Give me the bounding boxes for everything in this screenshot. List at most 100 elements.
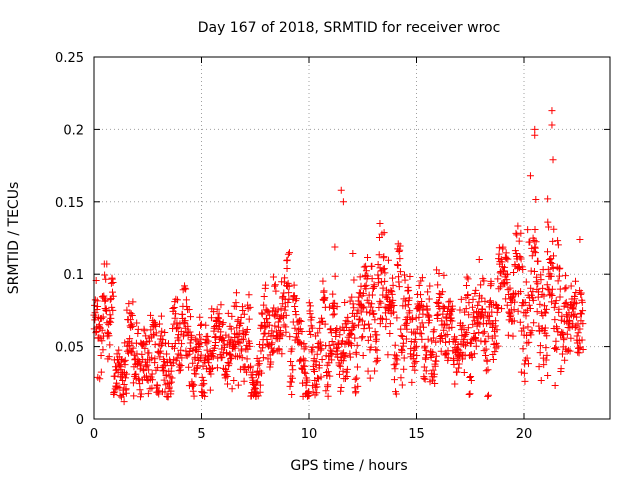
data-point — [393, 356, 401, 364]
data-point — [219, 319, 227, 327]
data-point — [567, 334, 575, 342]
data-point — [303, 376, 311, 384]
data-point — [466, 374, 474, 382]
data-point — [543, 332, 551, 340]
data-point — [533, 273, 541, 281]
data-point — [548, 285, 556, 293]
data-point — [364, 336, 372, 344]
data-point — [467, 372, 475, 380]
data-point — [353, 374, 361, 382]
data-point — [477, 281, 485, 289]
data-point — [213, 305, 221, 313]
data-point — [108, 288, 116, 296]
data-point — [159, 336, 167, 344]
data-point — [268, 341, 276, 349]
data-point — [395, 247, 403, 255]
data-point — [151, 355, 159, 363]
data-point — [291, 302, 299, 310]
data-point — [422, 355, 430, 363]
data-point — [496, 283, 504, 291]
data-point — [326, 372, 334, 380]
data-point — [561, 300, 569, 308]
data-point — [433, 315, 441, 323]
x-tick-labels: 0 5 10 15 20 — [90, 427, 532, 442]
data-point — [228, 385, 236, 393]
data-point — [425, 295, 433, 303]
data-point — [207, 370, 215, 378]
data-point — [161, 329, 169, 337]
data-point — [379, 291, 387, 299]
data-point — [354, 306, 362, 314]
data-point — [544, 248, 552, 256]
data-point — [192, 370, 200, 378]
data-point — [548, 292, 556, 300]
data-point — [352, 350, 360, 358]
data-point — [469, 295, 477, 303]
data-point — [536, 300, 544, 308]
data-point — [409, 351, 417, 359]
data-point — [406, 307, 414, 315]
data-point — [127, 310, 135, 318]
data-point — [451, 380, 459, 388]
data-point — [275, 323, 283, 331]
data-point — [94, 373, 102, 381]
data-point — [197, 320, 205, 328]
data-point — [397, 332, 405, 340]
data-point — [330, 310, 338, 318]
data-point — [460, 336, 468, 344]
data-point — [342, 317, 350, 325]
data-point — [574, 329, 582, 337]
data-point — [359, 289, 367, 297]
data-point — [106, 341, 114, 349]
data-point — [172, 310, 180, 318]
data-point — [468, 303, 476, 311]
data-point — [363, 308, 371, 316]
data-point — [287, 358, 295, 366]
data-point — [277, 330, 285, 338]
data-point — [425, 312, 433, 320]
data-point — [500, 267, 508, 275]
y-tick-label: 0.15 — [55, 196, 84, 211]
data-point — [551, 382, 559, 390]
data-point — [101, 271, 109, 279]
data-point — [133, 350, 141, 358]
data-point — [521, 377, 529, 385]
data-point — [376, 297, 384, 305]
data-point — [525, 338, 533, 346]
data-point — [230, 342, 238, 350]
data-point — [445, 298, 453, 306]
data-point — [380, 253, 388, 261]
data-point — [196, 343, 204, 351]
data-point — [449, 305, 457, 313]
data-point — [484, 392, 492, 400]
data-point — [532, 249, 540, 257]
data-point — [240, 310, 248, 318]
data-point — [572, 299, 580, 307]
data-point — [176, 363, 184, 371]
data-point — [561, 356, 569, 364]
data-point — [400, 271, 408, 279]
data-point — [374, 261, 382, 269]
data-point — [384, 256, 392, 264]
data-point — [347, 329, 355, 337]
data-point — [293, 295, 301, 303]
data-point — [333, 347, 341, 355]
data-point — [123, 370, 131, 378]
data-point — [329, 311, 337, 319]
data-point — [370, 310, 378, 318]
data-point — [146, 385, 154, 393]
data-point — [519, 324, 527, 332]
data-point — [317, 345, 325, 353]
data-point — [164, 340, 172, 348]
data-point — [522, 312, 530, 320]
data-point — [382, 315, 390, 323]
data-point — [542, 356, 550, 364]
data-point — [275, 346, 283, 354]
data-point — [432, 352, 440, 360]
data-point — [475, 328, 483, 336]
data-point — [97, 368, 105, 376]
data-point — [228, 354, 236, 362]
data-point — [95, 321, 103, 329]
data-point — [214, 314, 222, 322]
data-point — [407, 337, 415, 345]
